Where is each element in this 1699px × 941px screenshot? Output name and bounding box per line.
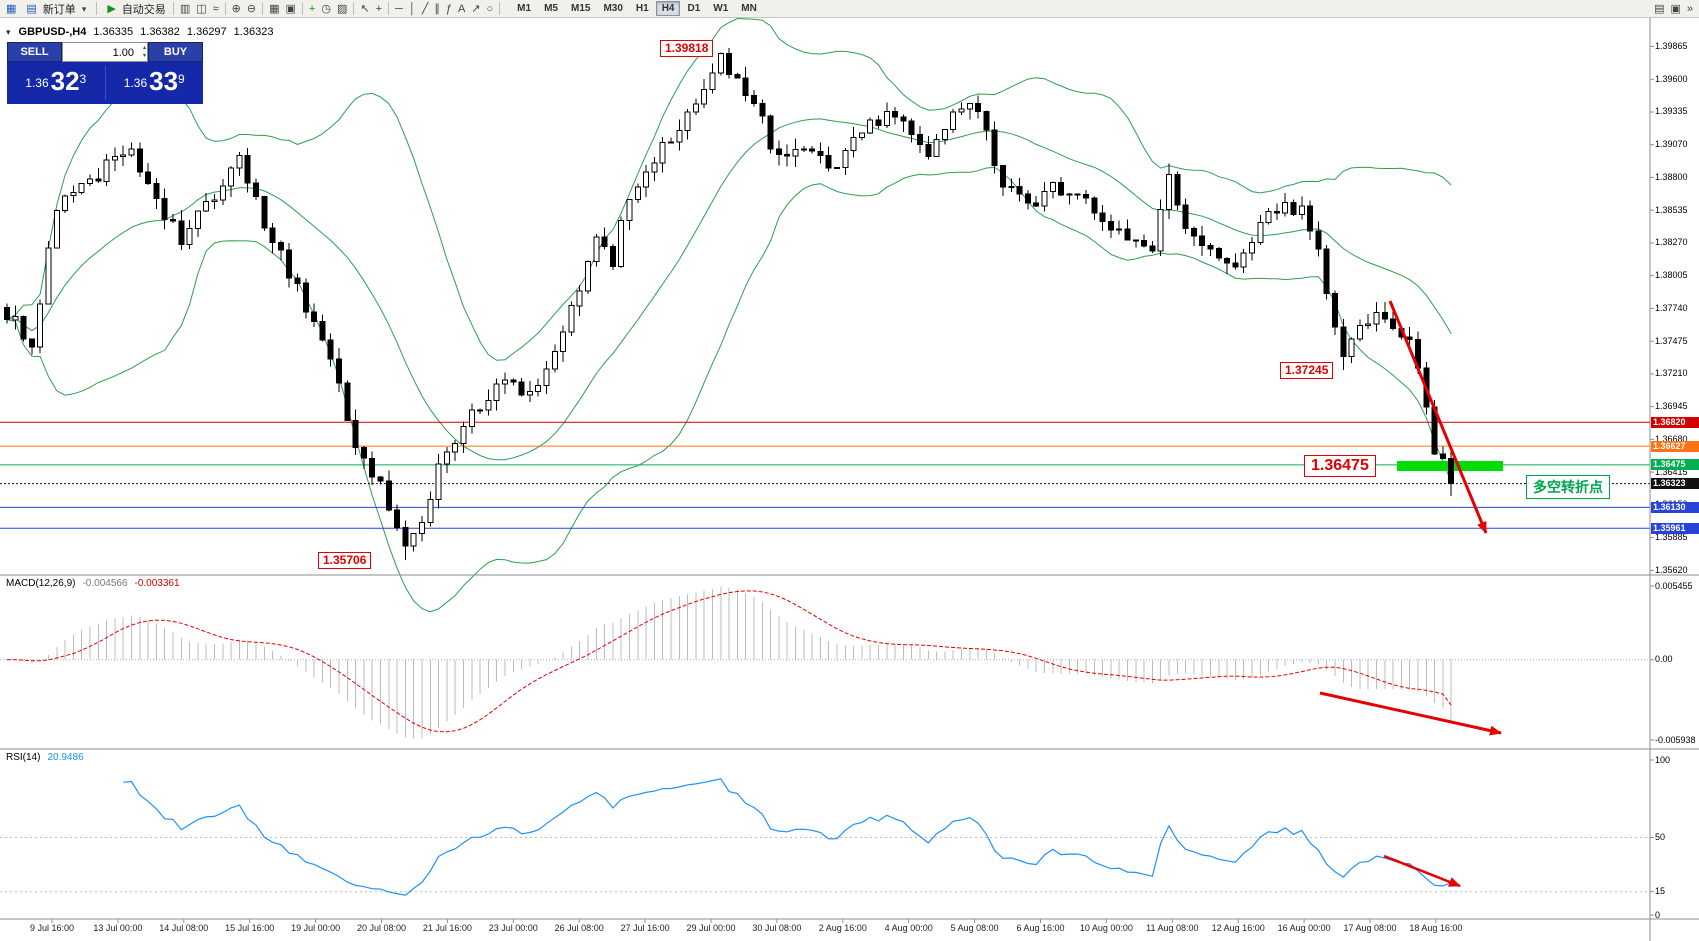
volume-spinner: ▴ ▾ [143,44,146,60]
buy-price-sup: 9 [178,71,185,86]
timeframe-m30[interactable]: M30 [597,1,628,16]
toolbar-separator [301,2,303,15]
price-annotation-swing[interactable]: 1.37245 [1280,362,1334,379]
toolbar-separator [172,2,174,15]
close-value: 1.36323 [233,26,274,38]
macd-main-value: -0.004566 [82,578,128,589]
low-value: 1.36297 [186,26,227,38]
timeframe-m5[interactable]: M5 [538,1,564,16]
vline-tool-icon[interactable]: │ [408,2,416,15]
channel-tool-icon[interactable]: ∥ [434,2,440,15]
sell-price[interactable]: 1.36 32 3 [7,65,105,98]
buy-price-big: 33 [149,65,179,96]
open-value: 1.36335 [93,26,134,38]
hline-tool-icon[interactable]: ─ [395,2,403,15]
fibonacci-tool-icon[interactable]: ƒ [445,2,452,15]
indicators-icon[interactable]: + [308,2,316,15]
timeframe-w1[interactable]: W1 [707,1,734,16]
timeframe-d1[interactable]: D1 [681,1,706,16]
new-order-button[interactable]: ▤ 新订单 ▾ [19,1,93,17]
rsi-value: 20.9486 [47,752,84,763]
chart-window: 1.39865 1.39600 1.39335 1.39070 1.38800 1.385… [0,18,1699,941]
rsi-header: RSI(14) 20.9486 [6,752,84,763]
crosshair-icon[interactable]: + [375,2,383,15]
volume-input[interactable] [63,44,147,62]
dropdown-icon: ▾ [81,3,87,14]
timeframe-mn[interactable]: MN [735,1,763,16]
chart-list-icon[interactable]: ▤ [1654,2,1665,15]
candle-chart-icon[interactable]: ◫ [196,2,207,15]
toolbar-separator [499,2,501,15]
sell-price-big: 32 [50,65,80,96]
toolbar-separator [353,2,355,15]
turning-point-label[interactable]: 多空转折点 [1526,475,1610,499]
toolbar-separator [388,2,390,15]
symbol-label: GBPUSD-,H4 [18,26,87,38]
tile-windows-icon[interactable]: ▦ [269,2,280,15]
cascade-windows-icon[interactable]: ▣ [285,2,296,15]
chart-canvas[interactable] [0,18,1699,941]
toolbar-separator [224,2,226,15]
price-divider [104,66,106,100]
price-annotation-entry[interactable]: 1.36475 [1304,455,1376,477]
periods-icon[interactable]: ◷ [321,2,331,15]
bar-chart-icon[interactable]: ▥ [179,2,191,15]
buy-price-base: 1.36 [123,75,148,90]
timeframe-h4[interactable]: H4 [655,1,681,16]
high-value: 1.36382 [140,26,180,38]
autotrading-play-icon: ▶ [107,2,116,15]
price-annotation-low[interactable]: 1.35706 [318,552,372,569]
window-icon[interactable]: ▣ [1670,2,1681,15]
one-click-toggle-icon[interactable]: ▾ [6,26,11,37]
main-toolbar: ▦ ▤ 新订单 ▾ ▶ 自动交易 ▥ ◫ ≈ ⊕ ⊖ ▦ ▣ + ◷ ▨ ↖ +… [0,0,1699,18]
sell-button[interactable]: SELL [7,42,62,62]
timeframe-h1[interactable]: H1 [630,1,655,16]
text-tool-icon[interactable]: A [457,2,466,15]
cursor-icon[interactable]: ↖ [360,2,370,15]
timeframe-m1[interactable]: M1 [511,1,537,16]
macd-header: MACD(12,26,9) -0.004566 -0.003361 [6,578,180,589]
price-annotation-high[interactable]: 1.39818 [660,40,714,57]
rsi-name: RSI(14) [6,752,41,763]
terminal-icon[interactable]: ▦ [6,2,17,15]
volume-down-icon[interactable]: ▾ [142,53,146,59]
buy-button[interactable]: BUY [148,42,203,62]
line-chart-icon[interactable]: ≈ [212,2,219,15]
autotrading-button[interactable]: ▶ 自动交易 [100,1,169,17]
price-display: 1.36 32 3 1.36 33 9 [7,62,203,104]
new-order-label: 新订单 [42,3,76,16]
toolbar-separator [262,2,264,15]
macd-name: MACD(12,26,9) [6,578,76,589]
toolbar-separator [96,2,98,15]
arrow-tool-icon[interactable]: ↗ [471,2,481,15]
new-order-icon: ▤ [26,2,37,15]
sell-price-base: 1.36 [25,75,49,90]
trendline-tool-icon[interactable]: ╱ [421,2,429,15]
timeframe-m15[interactable]: M15 [565,1,596,16]
sell-price-sup: 3 [79,71,87,86]
zoom-in-icon[interactable]: ⊕ [231,2,241,15]
shapes-tool-icon[interactable]: ○ [486,2,494,15]
volume-up-icon[interactable]: ▴ [142,45,146,51]
macd-signal-value: -0.003361 [134,578,180,589]
zoom-out-icon[interactable]: ⊖ [246,2,257,15]
timeframe-toolbar: M1 M5 M15 M30 H1 H4 D1 W1 MN [511,1,763,16]
chart-ohlc-header: ▾ GBPUSD-,H4 1.36335 1.36382 1.36297 1.3… [6,26,273,38]
more-tools-icon[interactable]: » [1686,2,1693,15]
templates-icon[interactable]: ▨ [336,2,348,15]
volume-field: ▴ ▾ [62,42,148,62]
buy-price[interactable]: 1.36 33 9 [106,65,204,98]
autotrading-label: 自动交易 [121,3,166,16]
